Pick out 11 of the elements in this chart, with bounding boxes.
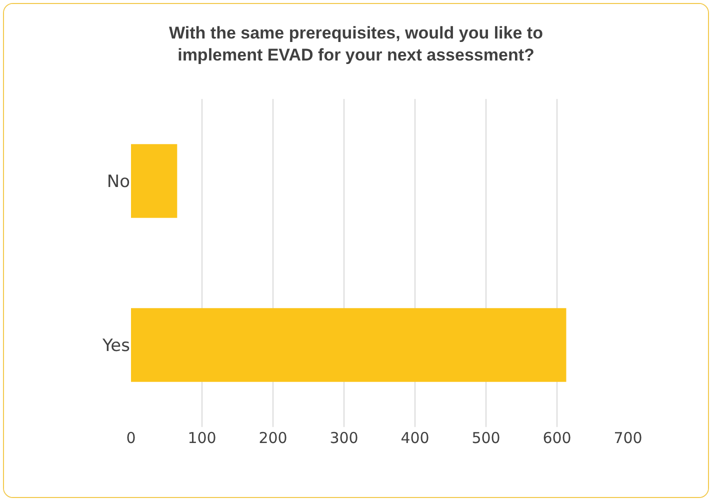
x-tick-label: 600 — [542, 429, 572, 447]
x-tick-label: 400 — [400, 429, 430, 447]
x-tick-label: 700 — [614, 429, 642, 447]
x-tick-label: 100 — [188, 429, 216, 447]
x-tick-label: 500 — [472, 429, 500, 447]
x-tick-label: 200 — [258, 429, 288, 447]
x-tick-label: 0 — [126, 429, 136, 447]
x-tick-label: 300 — [330, 429, 358, 447]
chart-title: With the same prerequisites, would you like to implement EVAD for your next assessment? — [169, 24, 543, 65]
y-tick-label: Yes — [102, 336, 130, 356]
y-tick-label: No — [106, 172, 130, 192]
